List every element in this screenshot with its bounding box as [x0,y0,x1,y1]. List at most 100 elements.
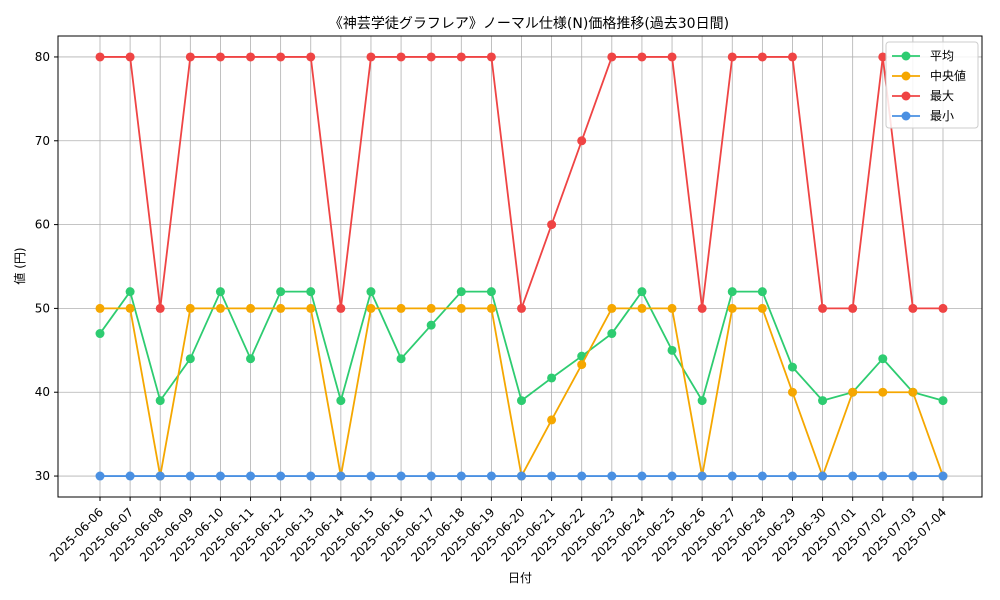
x-axis-label: 日付 [508,571,532,585]
data-point [878,354,888,364]
y-axis-label: 値 (円) [12,247,27,284]
data-point [125,471,135,481]
data-point [396,354,406,364]
data-point [517,471,526,481]
data-point [125,287,135,297]
data-point [607,303,617,313]
data-point [818,396,828,406]
y-tick-label: 80 [35,50,50,64]
data-point [276,303,286,313]
data-point [336,471,346,481]
data-point [306,303,316,313]
data-point [667,471,677,481]
data-point [336,396,346,406]
x-axis: 2025-06-062025-06-072025-06-082025-06-09… [47,497,949,564]
data-point [215,303,225,313]
data-point [155,396,165,406]
data-point [547,415,557,425]
data-point [215,471,225,481]
data-point [517,396,526,406]
data-point [637,303,647,313]
data-point [667,52,677,62]
data-point [246,303,256,313]
data-point [185,303,195,313]
data-point [276,52,286,62]
series-2 [95,52,948,313]
y-tick-label: 70 [35,134,50,148]
data-point [95,471,105,481]
data-point [396,52,406,62]
series-group [95,52,948,481]
series-0 [95,287,948,406]
data-point [155,471,165,481]
legend-label: 平均 [930,49,954,63]
data-point [155,303,165,313]
data-point [637,52,647,62]
data-point [697,396,707,406]
data-point [336,303,346,313]
data-point [95,52,105,62]
data-point [426,303,436,313]
legend-swatch-marker [901,111,911,121]
data-point [246,354,256,364]
data-point [456,287,466,297]
data-point [456,52,466,62]
data-point [547,471,557,481]
data-point [215,287,225,297]
plot-frame [57,35,983,498]
data-point [125,303,135,313]
data-point [727,287,737,297]
data-point [938,396,948,406]
data-point [125,52,135,62]
data-point [878,387,888,397]
y-tick-label: 40 [35,385,50,399]
data-point [306,287,316,297]
data-point [848,387,858,397]
data-point [727,52,737,62]
data-point [456,471,466,481]
data-point [306,52,316,62]
data-point [637,287,647,297]
legend-swatch-marker [901,91,911,101]
data-point [607,329,617,339]
data-point [757,287,767,297]
data-point [185,354,195,364]
data-point [486,471,496,481]
data-point [306,471,316,481]
data-point [667,345,677,355]
data-point [185,471,195,481]
data-point [577,471,587,481]
legend-label: 中央値 [930,68,966,83]
y-tick-label: 50 [35,301,50,315]
data-point [757,52,767,62]
legend-label: 最小 [930,109,954,123]
legend-box [885,41,979,129]
data-point [215,52,225,62]
data-point [787,362,797,372]
data-point [486,287,496,297]
data-point [787,387,797,397]
data-point [818,303,828,313]
data-point [577,360,587,370]
data-point [426,471,436,481]
data-point [908,303,918,313]
data-point [607,52,617,62]
legend-label: 最大 [930,89,954,103]
series-3 [95,471,948,481]
data-point [667,303,677,313]
data-point [607,471,617,481]
data-point [246,471,256,481]
chart-title: 《神芸学徒グラフレア》ノーマル仕様(N)価格推移(過去30日間) [329,16,729,32]
y-tick-label: 60 [35,218,50,232]
data-point [486,52,496,62]
y-axis: 30 40 50 60 70 80 [35,50,58,483]
data-point [848,471,858,481]
data-point [697,471,707,481]
data-point [246,52,256,62]
data-point [396,303,406,313]
data-point [185,52,195,62]
data-point [95,303,105,313]
data-point [878,52,888,62]
